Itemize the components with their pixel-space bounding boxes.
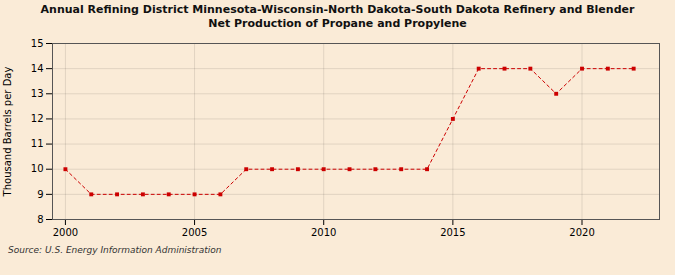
- svg-text:Thousand Barrels per Day: Thousand Barrels per Day: [2, 66, 13, 197]
- svg-text:10: 10: [31, 163, 44, 174]
- svg-text:2000: 2000: [53, 226, 78, 237]
- svg-text:2005: 2005: [182, 226, 207, 237]
- svg-text:12: 12: [31, 113, 44, 124]
- svg-text:9: 9: [37, 188, 43, 199]
- svg-text:13: 13: [31, 87, 44, 98]
- svg-text:2020: 2020: [569, 226, 594, 237]
- svg-text:15: 15: [31, 37, 44, 48]
- svg-text:14: 14: [31, 62, 44, 73]
- html-text:Source: U.S. Energy Informatio: Source: U.S. Energy Information Administ…: [8, 244, 222, 255]
- svg-text:2010: 2010: [311, 226, 336, 237]
- svg-text:2015: 2015: [440, 226, 465, 237]
- svg-text:8: 8: [37, 213, 43, 224]
- html-text:Annual Refining District Minne: Annual Refining District Minnesota-Wisco…: [40, 3, 635, 30]
- svg-text:11: 11: [31, 138, 44, 149]
